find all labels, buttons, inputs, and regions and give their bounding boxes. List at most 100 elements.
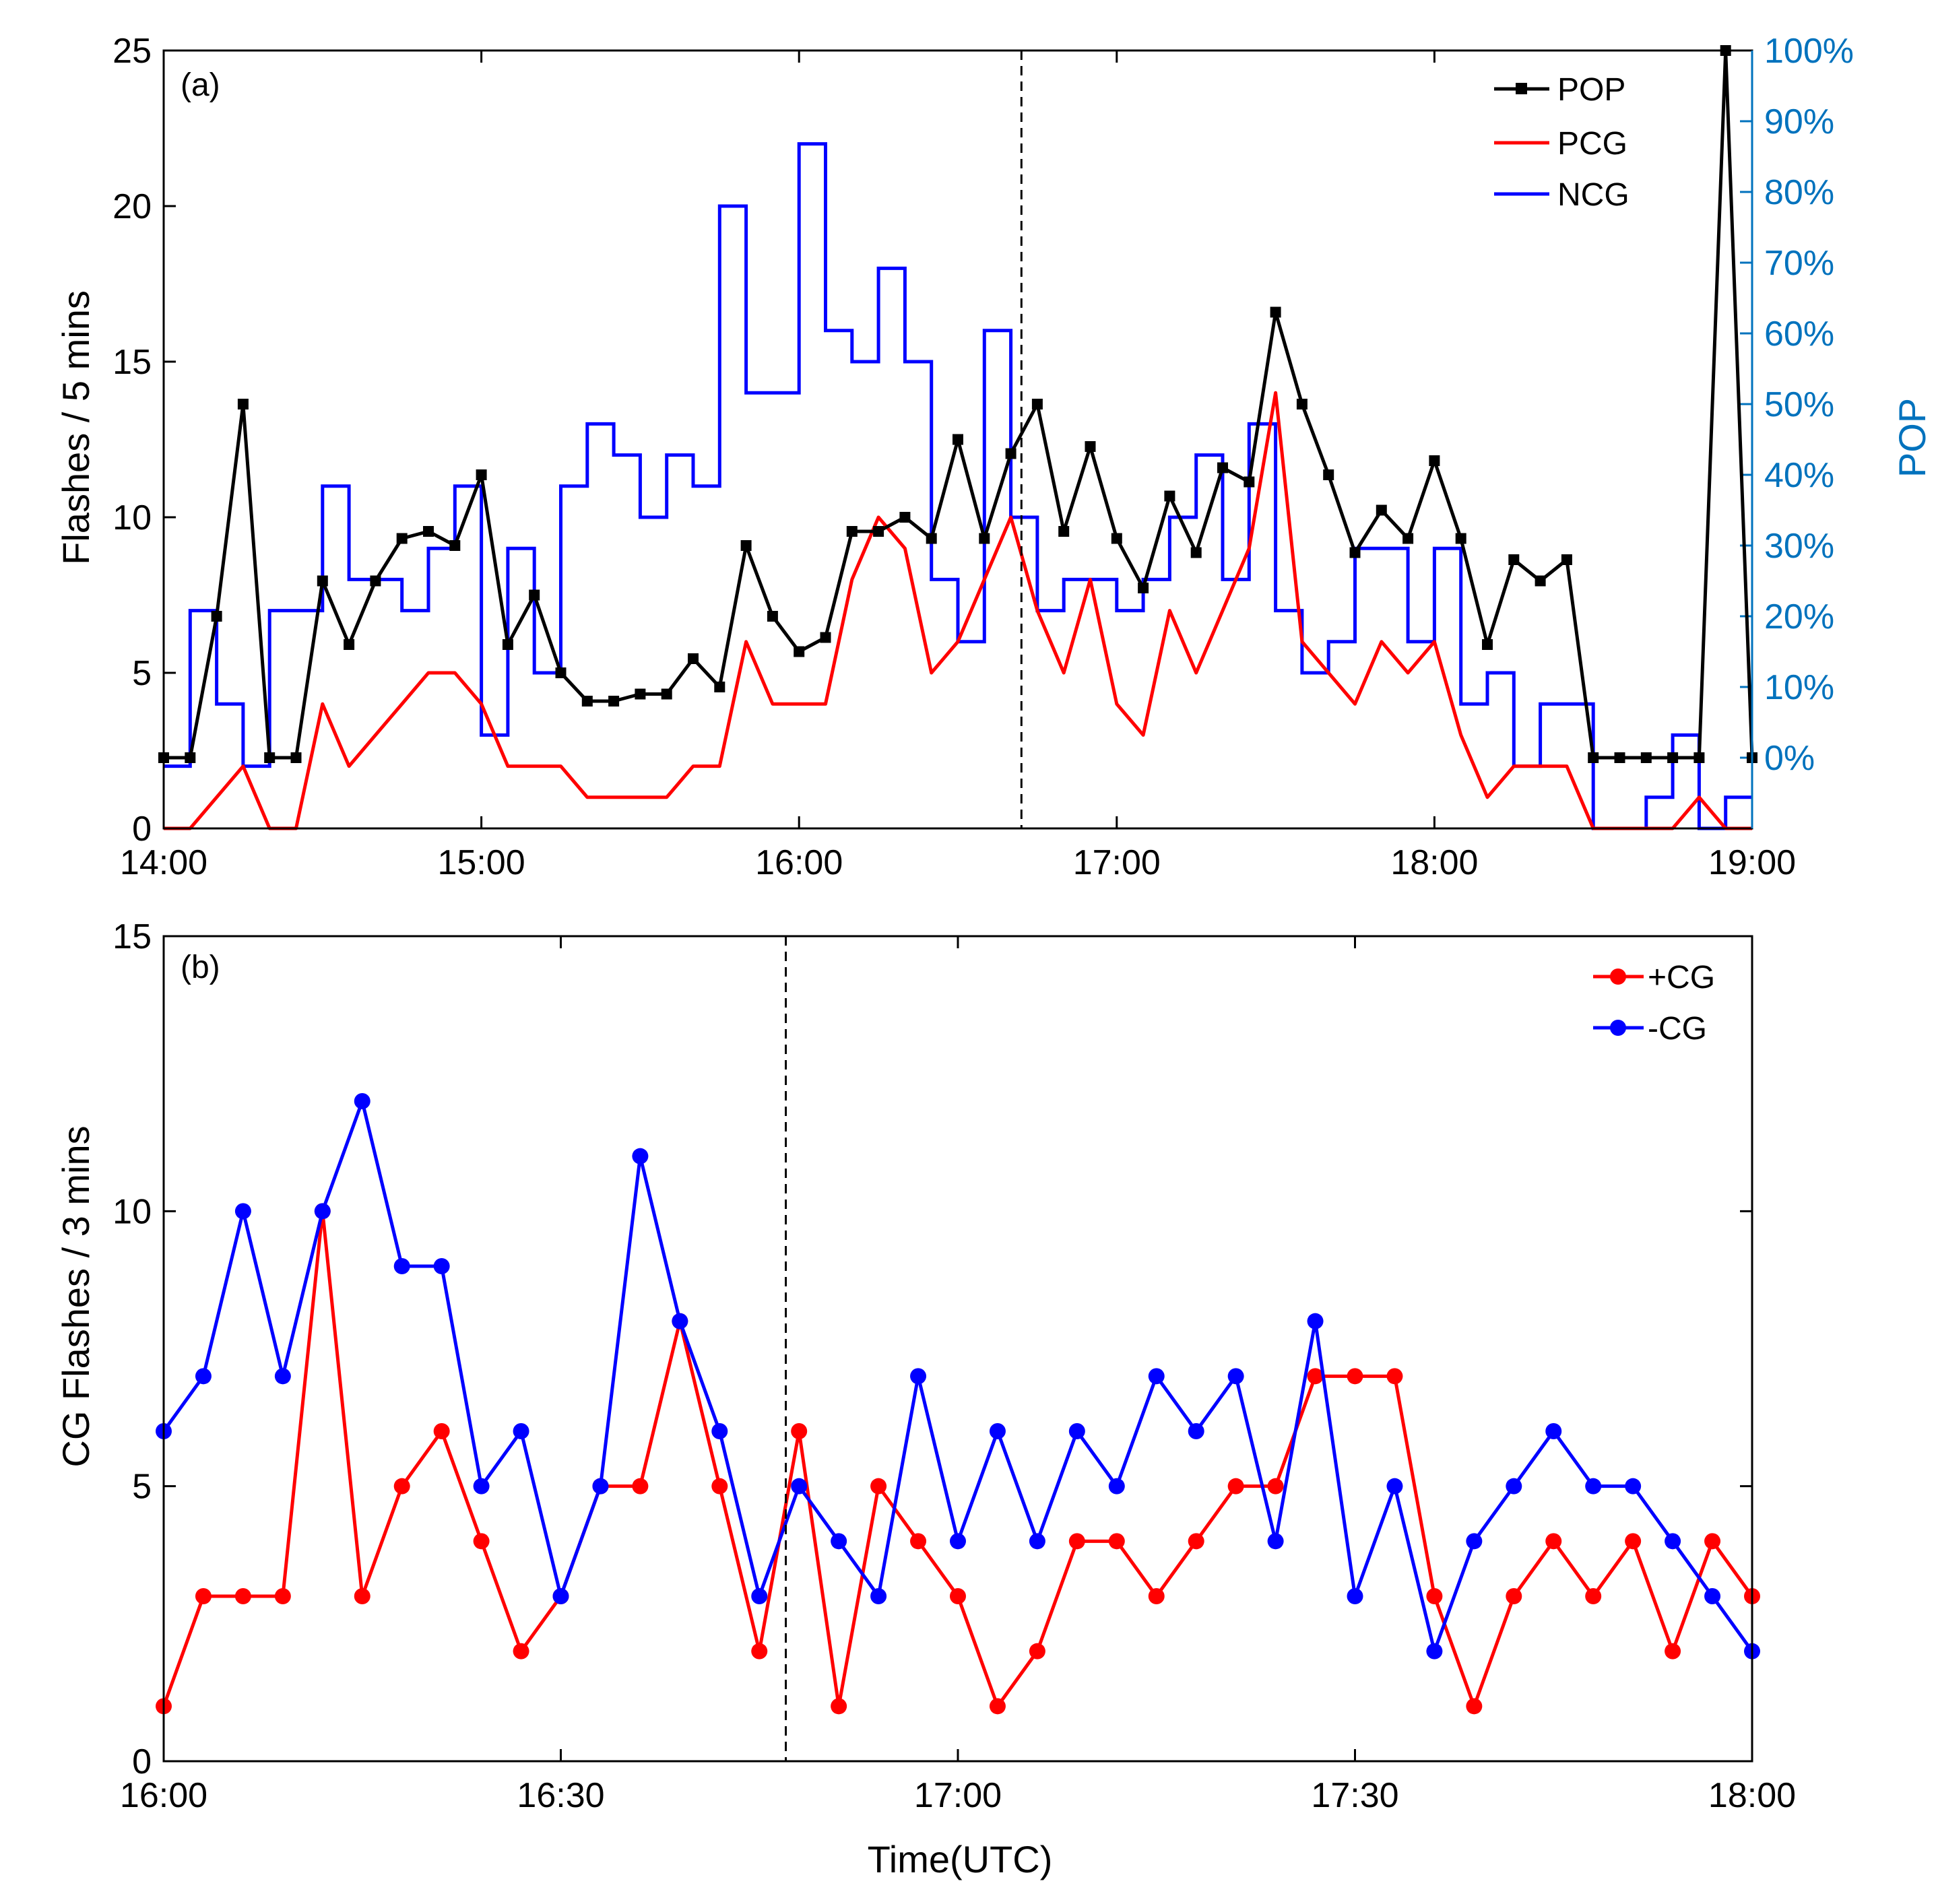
pos-cg-point bbox=[1665, 1643, 1681, 1660]
y2-tick-label: 30% bbox=[1764, 527, 1834, 566]
pop-point bbox=[449, 540, 461, 551]
pop-point bbox=[290, 752, 302, 763]
neg-cg-point bbox=[870, 1588, 887, 1604]
neg-cg-point bbox=[513, 1423, 529, 1439]
pop-point bbox=[1667, 752, 1679, 763]
neg-cg-point bbox=[989, 1423, 1006, 1439]
pop-point bbox=[1614, 752, 1625, 763]
pop-point bbox=[926, 533, 937, 544]
neg-cg-point bbox=[1188, 1423, 1204, 1439]
neg-cg-point bbox=[354, 1093, 370, 1109]
y-tick-label: 0 bbox=[132, 1742, 152, 1781]
pop-point bbox=[1138, 583, 1149, 593]
pop-point bbox=[529, 589, 540, 601]
neg-cg-point bbox=[473, 1478, 490, 1495]
y2-tick-label: 80% bbox=[1764, 173, 1834, 212]
panel-b-frame bbox=[162, 935, 1753, 1763]
y2-tick-label: 20% bbox=[1764, 597, 1834, 636]
panel-a-ylabel: Flashes / 5 mins bbox=[55, 290, 97, 565]
pop-point bbox=[396, 533, 408, 544]
neg-cg-point bbox=[314, 1203, 331, 1220]
neg-cg-point bbox=[1585, 1478, 1602, 1495]
pos-cg-point bbox=[1148, 1588, 1165, 1604]
neg-cg-point bbox=[791, 1478, 808, 1495]
pop-point bbox=[1270, 306, 1281, 318]
neg-cg-point bbox=[1625, 1478, 1642, 1495]
y2-tick-label: 50% bbox=[1764, 385, 1834, 424]
neg-cg-point bbox=[1108, 1478, 1125, 1495]
neg-cg-point bbox=[1704, 1588, 1721, 1604]
y-tick-label: 20 bbox=[112, 187, 152, 226]
neg-cg-point bbox=[1029, 1533, 1045, 1550]
pop-point bbox=[1535, 575, 1546, 587]
x-tick-label: 16:30 bbox=[517, 1776, 604, 1815]
pop-point bbox=[317, 575, 328, 587]
x-tick-label: 16:00 bbox=[120, 1776, 207, 1815]
pos-cg-point bbox=[234, 1588, 251, 1604]
pop-point bbox=[767, 611, 778, 622]
pop-point bbox=[370, 575, 381, 587]
legend-pop-marker bbox=[1516, 83, 1527, 94]
series-ncg-stairs bbox=[164, 142, 1752, 830]
y-tick-label: 5 bbox=[132, 1468, 152, 1507]
pos-cg-point bbox=[393, 1478, 410, 1495]
pop-point bbox=[635, 688, 646, 700]
pop-point bbox=[688, 653, 699, 664]
y2-tick-label: 100% bbox=[1764, 32, 1854, 71]
legend-neg-cg-label: -CG bbox=[1648, 1011, 1707, 1047]
panel-b-ylabel: CG Flashes / 3 mins bbox=[55, 1125, 97, 1467]
pop-point bbox=[1482, 639, 1493, 650]
neg-cg-point bbox=[672, 1313, 688, 1329]
pos-cg-point bbox=[989, 1698, 1006, 1715]
y2-tick-label: 0% bbox=[1764, 739, 1815, 778]
pop-point bbox=[264, 752, 276, 763]
pop-point bbox=[555, 667, 567, 678]
neg-cg-point bbox=[592, 1478, 609, 1495]
neg-cg-point bbox=[552, 1588, 569, 1604]
panel-b-series bbox=[156, 1093, 1760, 1715]
y-tick-label: 25 bbox=[112, 32, 152, 71]
panel-a-label: (a) bbox=[181, 67, 220, 103]
x-tick-label: 19:00 bbox=[1708, 843, 1796, 882]
neg-cg-point bbox=[1426, 1643, 1443, 1660]
pop-point bbox=[899, 512, 911, 523]
y-tick-label: 10 bbox=[112, 1192, 152, 1231]
y-tick-label: 15 bbox=[112, 917, 152, 956]
legend-ncg-label: NCG bbox=[1557, 177, 1630, 213]
pos-cg-point bbox=[274, 1588, 291, 1604]
pop-point bbox=[1111, 533, 1122, 544]
neg-cg-point bbox=[1545, 1423, 1562, 1439]
pos-cg-point bbox=[1426, 1588, 1443, 1604]
pos-cg-point bbox=[632, 1478, 649, 1495]
x-tick-label: 17:30 bbox=[1311, 1776, 1398, 1815]
pos-cg-point bbox=[950, 1588, 966, 1604]
x-tick-label: 17:00 bbox=[914, 1776, 1002, 1815]
pop-point bbox=[185, 752, 196, 763]
panel-a-legend: POP PCG NCG bbox=[1494, 72, 1630, 213]
neg-cg-point bbox=[1148, 1368, 1165, 1385]
pop-point bbox=[714, 682, 725, 692]
y2-tick-label: 90% bbox=[1764, 102, 1834, 141]
panel-b-legend: +CG -CG bbox=[1593, 960, 1715, 1047]
neg-cg-point bbox=[1466, 1533, 1483, 1550]
panel-b-label: (b) bbox=[181, 950, 220, 985]
pos-cg-point bbox=[1307, 1368, 1324, 1385]
pop-point bbox=[1508, 554, 1520, 565]
neg-cg-point bbox=[1665, 1533, 1681, 1550]
y-tick-label: 10 bbox=[112, 498, 152, 537]
neg-cg-point bbox=[234, 1203, 251, 1220]
neg-cg-point bbox=[910, 1368, 927, 1385]
neg-cg-point bbox=[393, 1258, 410, 1274]
pop-point bbox=[1640, 752, 1652, 763]
x-tick-label: 18:00 bbox=[1708, 1776, 1796, 1815]
pop-point bbox=[740, 540, 752, 551]
pos-cg-point bbox=[1068, 1533, 1085, 1550]
neg-cg-point bbox=[1506, 1478, 1522, 1495]
pos-cg-point bbox=[1625, 1533, 1642, 1550]
panel-b: 16:00 16:30 17:00 17:30 18:00 0 5 10 15 (b) CG F… bbox=[55, 917, 1796, 1880]
neg-cg-point bbox=[1068, 1423, 1085, 1439]
pos-cg-point bbox=[1108, 1533, 1125, 1550]
series-pcg-line bbox=[164, 391, 1752, 830]
